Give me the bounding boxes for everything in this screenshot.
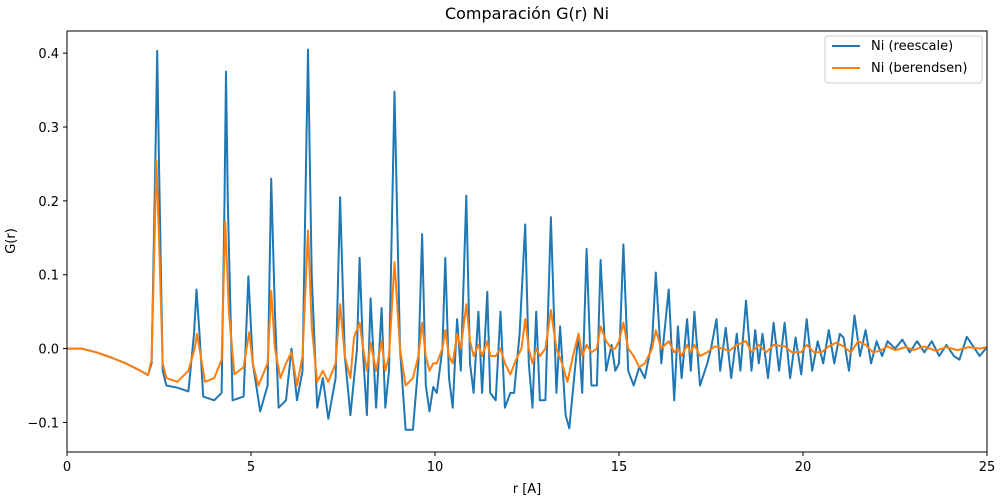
chart-title: Comparación G(r) Ni: [445, 4, 609, 23]
x-tick-label: 10: [427, 460, 444, 475]
plot-area-series: [67, 48, 988, 431]
y-axis-ticks: −0.1 0.0 0.1 0.2 0.3 0.4: [27, 47, 67, 431]
x-tick-label: 0: [63, 460, 71, 475]
y-axis-title: G(r): [4, 228, 19, 254]
x-tick-label: 15: [611, 460, 628, 475]
y-tick-label: 0.3: [38, 121, 59, 136]
legend-label-reescale: Ni (reescale): [871, 39, 953, 54]
y-tick-label: 0.0: [38, 343, 59, 358]
y-tick-label: 0.1: [38, 269, 59, 284]
x-tick-label: 20: [795, 460, 812, 475]
y-tick-label: −0.1: [27, 416, 59, 431]
x-tick-label: 25: [979, 460, 996, 475]
legend: Ni (reescale) Ni (berendsen): [824, 35, 983, 84]
series-line-berendsen: [67, 159, 988, 387]
plot-frame: [66, 30, 988, 453]
legend-label-berendsen: Ni (berendsen): [871, 61, 967, 76]
x-axis-title: r [A]: [513, 482, 542, 497]
x-tick-label: 5: [247, 460, 255, 475]
y-tick-label: 0.4: [38, 47, 59, 62]
series-line-reescale: [67, 48, 988, 431]
y-tick-label: 0.2: [38, 195, 59, 210]
legend-box: [824, 35, 983, 84]
x-axis-ticks: 0 5 10 15 20 25: [63, 452, 995, 475]
